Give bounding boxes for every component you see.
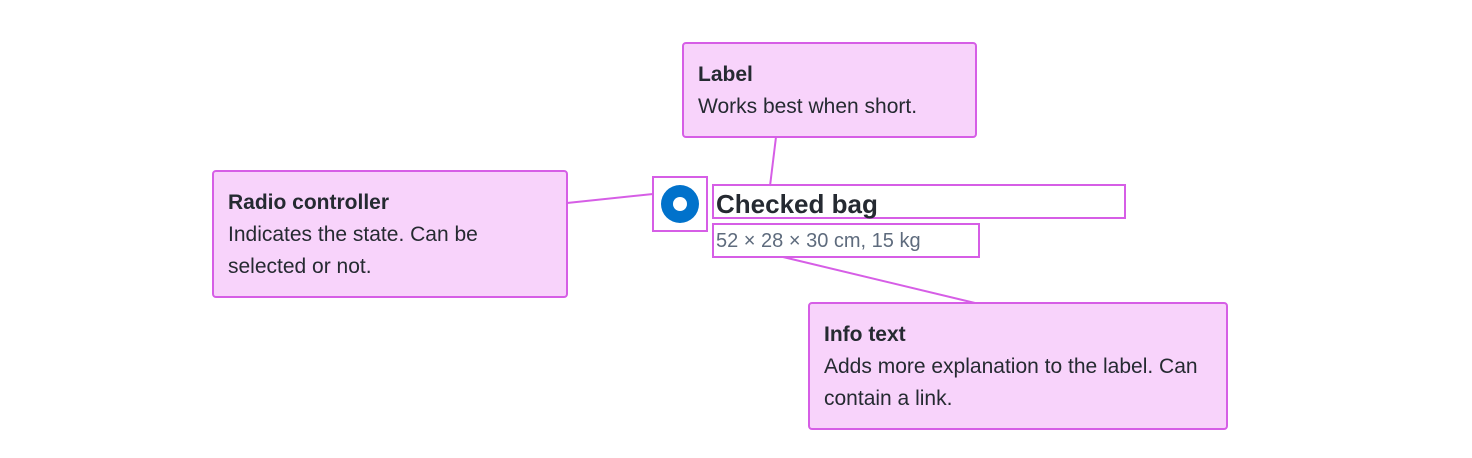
- radio-button-checked[interactable]: [661, 185, 699, 223]
- label-highlight-box: [712, 184, 1126, 219]
- label-callout-text: Works best when short.: [698, 95, 918, 118]
- connector-label: [769, 136, 777, 187]
- radio-highlight-box: [652, 176, 708, 232]
- info-text-callout-text: Adds more explanation to the label. Can …: [824, 355, 1198, 410]
- radio-option-info-text: 52 × 28 × 30 cm, 15 kg: [716, 230, 921, 252]
- connector-info-text: [782, 256, 976, 304]
- info-highlight-box: [712, 223, 980, 258]
- info-text-callout-title: Info text: [824, 323, 906, 346]
- radio-checked-dot-icon: [673, 197, 687, 211]
- connector-radio-controller: [566, 193, 654, 204]
- radio-controller-callout: Radio controller Indicates the state. Ca…: [212, 170, 568, 298]
- label-callout-title: Label: [698, 63, 753, 86]
- radio-option-label[interactable]: Checked bag: [716, 189, 878, 219]
- label-callout: Label Works best when short.: [682, 42, 977, 138]
- radio-controller-callout-text: Indicates the state. Can be selected or …: [228, 223, 478, 278]
- info-text-callout: Info text Adds more explanation to the l…: [808, 302, 1228, 430]
- radio-controller-callout-title: Radio controller: [228, 191, 390, 214]
